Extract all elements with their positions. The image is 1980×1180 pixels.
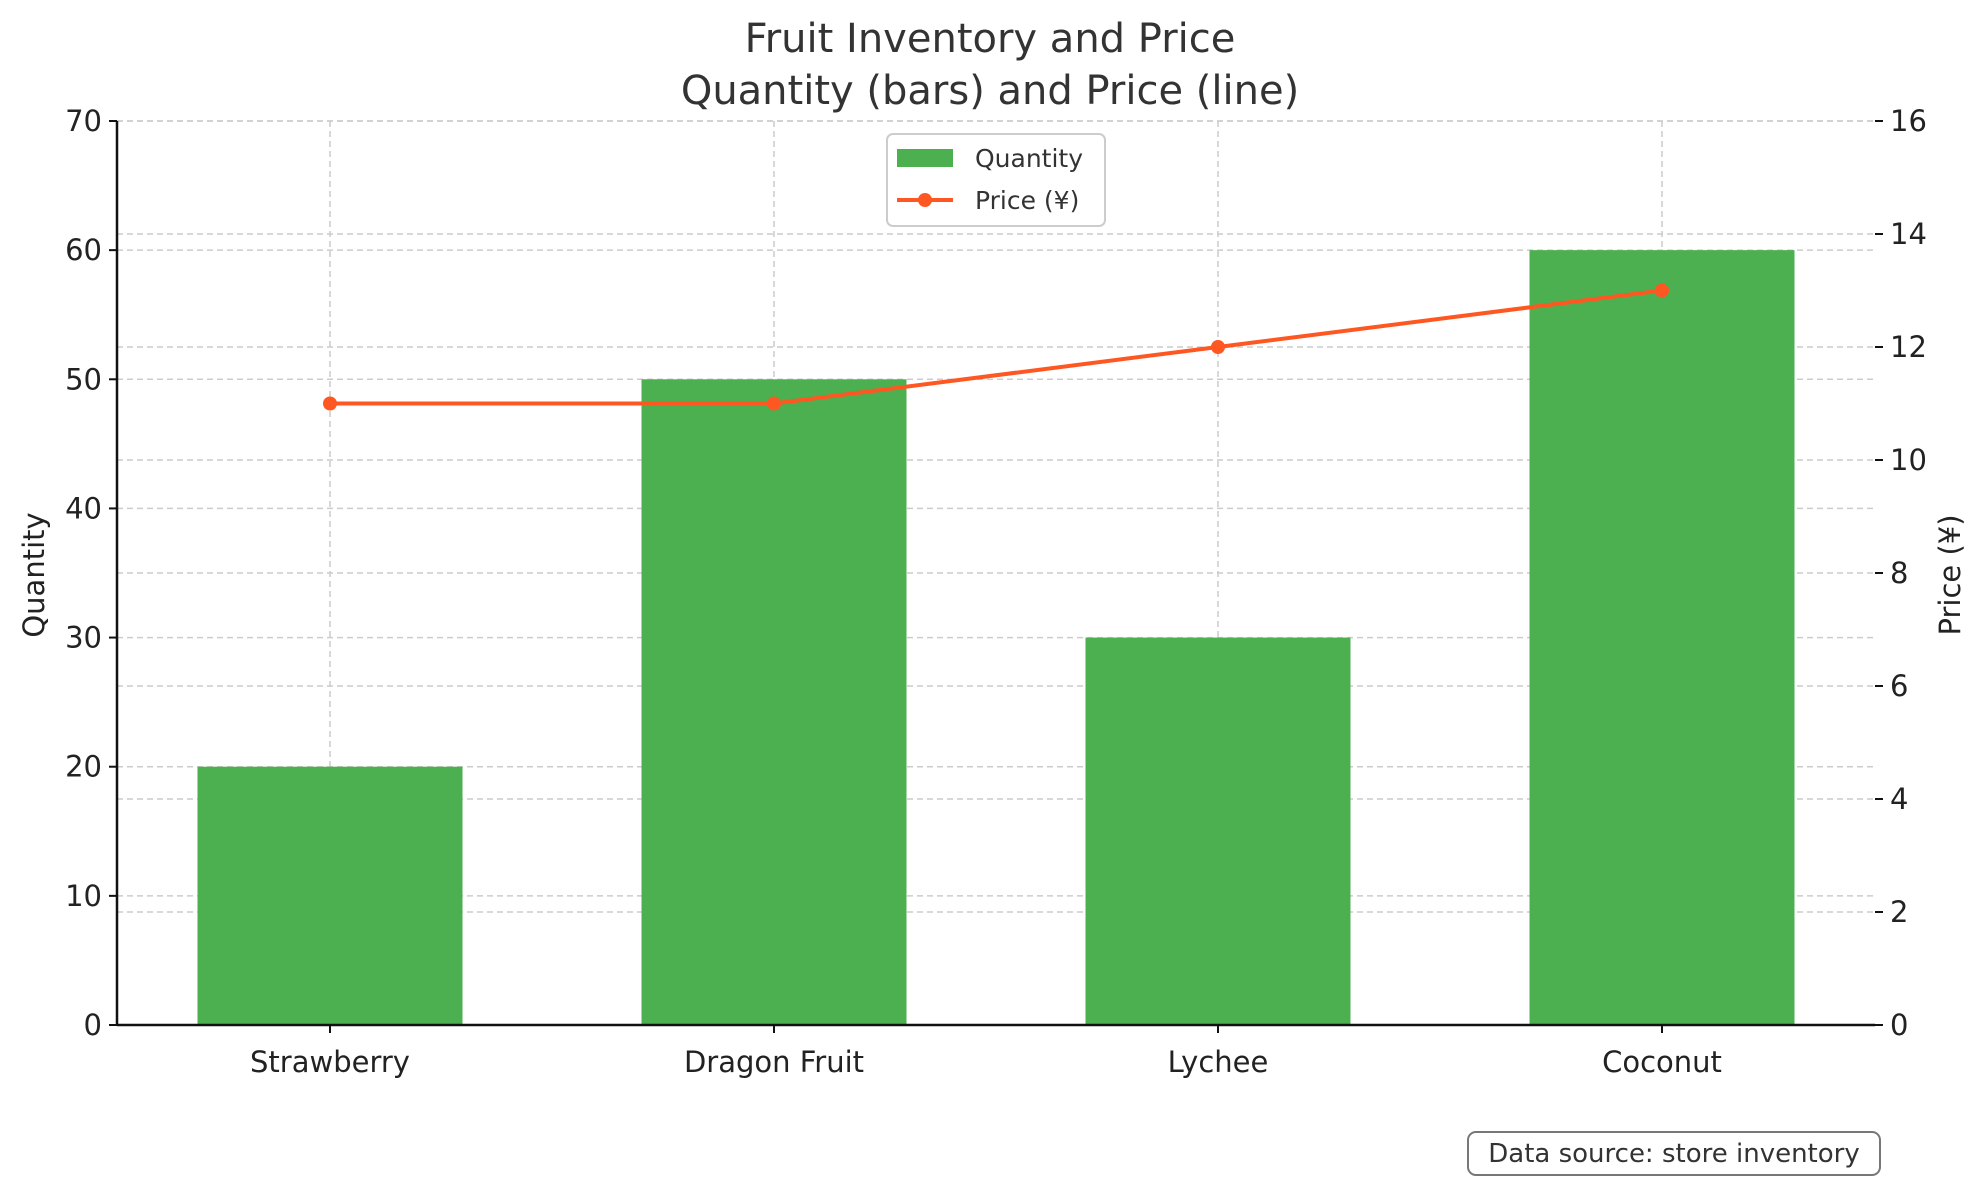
y-tick-label: 30 bbox=[65, 621, 102, 655]
x-tick-labels: Strawberry Dragon Fruit Lychee Coconut bbox=[250, 1025, 1722, 1079]
y2-tick-label: 2 bbox=[1890, 895, 1908, 929]
y-tick-labels: 0 10 20 30 40 50 60 70 bbox=[65, 104, 117, 1042]
y-tick-label: 60 bbox=[65, 233, 102, 267]
y2-tick-label: 12 bbox=[1890, 330, 1927, 364]
y2-tick-label: 16 bbox=[1890, 104, 1927, 138]
x-tick-label: Strawberry bbox=[250, 1045, 410, 1079]
legend: Quantity Price (¥) bbox=[886, 133, 1106, 227]
y2-tick-label: 0 bbox=[1890, 1008, 1908, 1042]
bars bbox=[197, 250, 1795, 1026]
legend-label-price: Price (¥) bbox=[975, 186, 1079, 215]
y-tick-label: 50 bbox=[65, 362, 102, 396]
legend-swatch-quantity bbox=[897, 149, 953, 167]
price-point-strawberry bbox=[323, 396, 337, 411]
legend-marker-price bbox=[918, 193, 932, 207]
price-point-lychee bbox=[1211, 340, 1225, 354]
y-tick-label: 0 bbox=[84, 1008, 102, 1042]
y2-tick-labels: 0 2 4 6 8 10 12 14 16 bbox=[1875, 104, 1927, 1042]
bar-lychee bbox=[1085, 637, 1351, 1025]
source-annotation-box bbox=[1467, 1131, 1881, 1176]
price-line bbox=[330, 288, 1663, 406]
price-point-dragon-fruit bbox=[767, 396, 781, 411]
x-tick-label: Dragon Fruit bbox=[684, 1045, 864, 1079]
y2-tick-label: 4 bbox=[1890, 782, 1908, 816]
legend-label-quantity: Quantity bbox=[975, 144, 1083, 173]
y-axis-label: Quantity bbox=[17, 512, 51, 637]
y2-tick-label: 10 bbox=[1890, 443, 1927, 477]
bar-strawberry bbox=[197, 766, 463, 1025]
bar-coconut bbox=[1529, 250, 1795, 1026]
price-point-coconut bbox=[1655, 283, 1669, 298]
y2-axis-label: Price (¥) bbox=[1933, 514, 1967, 635]
y-tick-label: 10 bbox=[65, 879, 102, 913]
price-line-series bbox=[323, 283, 1669, 411]
y2-tick-label: 8 bbox=[1890, 556, 1908, 590]
chart-title: Fruit Inventory and Price Quantity (bars… bbox=[681, 16, 1299, 114]
y2-tick-label: 14 bbox=[1890, 217, 1927, 251]
y-tick-label: 20 bbox=[65, 750, 102, 784]
axes bbox=[115, 121, 1875, 1027]
source-annotation: Data source: store inventory bbox=[1467, 1131, 1881, 1176]
y-tick-label: 40 bbox=[65, 491, 102, 525]
y-tick-label: 70 bbox=[65, 104, 102, 138]
chart-subtitle-line: Quantity (bars) and Price (line) bbox=[681, 68, 1299, 114]
bar-dragon-fruit bbox=[641, 379, 907, 1025]
source-annotation-text: Data source: store inventory bbox=[1488, 1139, 1859, 1169]
x-tick-label: Coconut bbox=[1602, 1045, 1722, 1079]
x-tick-label: Lychee bbox=[1168, 1045, 1269, 1079]
y2-tick-label: 6 bbox=[1890, 669, 1908, 703]
chart-title-line: Fruit Inventory and Price bbox=[745, 16, 1236, 62]
